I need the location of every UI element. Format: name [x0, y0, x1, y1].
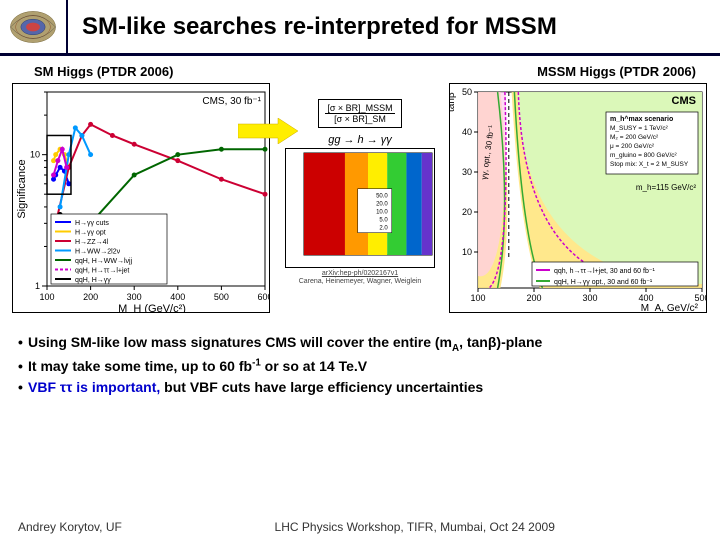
svg-text:qqH, H→γγ: qqH, H→γγ: [75, 277, 111, 284]
title-bar: SM-like searches re-interpreted for MSSM: [0, 0, 720, 56]
subtitle-row: SM Higgs (PTDR 2006) MSSM Higgs (PTDR 20…: [0, 56, 720, 79]
arxiv-caption: arXiv:hep-ph/0202167v1Carena, Heinemeyer…: [299, 270, 422, 285]
significance-plot: 100 200 300 400 500 600 1 10 CMS, 30 fb⁻¹ M_H (Ge…: [12, 83, 270, 313]
svg-text:400: 400: [638, 293, 653, 303]
svg-text:1: 1: [35, 281, 40, 291]
ratio-colormap: 50.0 20.0 10.0 5.0 2.0: [285, 148, 435, 268]
svg-text:m_h^max scenario: m_h^max scenario: [610, 115, 673, 123]
svg-text:40: 40: [462, 127, 472, 137]
svg-text:300: 300: [127, 292, 142, 302]
svg-text:Stop mix: X_t = 2 M_SUSY: Stop mix: X_t = 2 M_SUSY: [610, 161, 689, 168]
svg-text:10: 10: [462, 247, 472, 257]
subtitle-left: SM Higgs (PTDR 2006): [34, 64, 173, 79]
svg-text:100: 100: [470, 293, 485, 303]
svg-text:200: 200: [526, 293, 541, 303]
svg-text:200: 200: [83, 292, 98, 302]
bullet-list: •Using SM-like low mass signatures CMS w…: [0, 318, 720, 398]
svg-text:CMS: CMS: [671, 95, 695, 107]
exclusion-plot: 100 200 300 400 500 10 20 30 40 50 M_A, GeV/c² tanβ…: [449, 83, 707, 313]
ratio-formula: [σ × BR]_MSSM [σ × BR]_SM: [318, 99, 401, 128]
svg-text:m_gluino = 800 GeV/c²: m_gluino = 800 GeV/c²: [610, 152, 677, 159]
svg-text:500: 500: [214, 292, 229, 302]
detector-icon: [7, 5, 59, 49]
svg-text:qqH, H→ττ→l+jet: qqH, H→ττ→l+jet: [75, 268, 129, 275]
svg-text:μ = 200 GeV/c²: μ = 200 GeV/c²: [610, 143, 655, 150]
svg-text:qqH, H→WW→lνjj: qqH, H→WW→lνjj: [75, 258, 133, 265]
footer-author: Andrey Korytov, UF: [18, 520, 244, 534]
svg-text:CMS, 30 fb⁻¹: CMS, 30 fb⁻¹: [202, 96, 261, 107]
subtitle-right: MSSM Higgs (PTDR 2006): [537, 64, 696, 79]
svg-text:50: 50: [462, 87, 472, 97]
svg-text:H→γγ opt: H→γγ opt: [75, 230, 106, 237]
page-title: SM-like searches re-interpreted for MSSM: [68, 13, 557, 41]
svg-text:10: 10: [30, 150, 40, 160]
sm-higgs-chart: 100 200 300 400 500 600 1 10 CMS, 30 fb⁻¹ M_H (Ge…: [12, 83, 271, 318]
svg-text:20.0: 20.0: [376, 202, 388, 208]
svg-text:500: 500: [694, 293, 707, 303]
svg-text:M₂ = 200 GeV/c²: M₂ = 200 GeV/c²: [610, 134, 659, 141]
charts-row: 100 200 300 400 500 600 1 10 CMS, 30 fb⁻¹ M_H (Ge…: [0, 79, 720, 318]
svg-text:M_H (GeV/c²): M_H (GeV/c²): [118, 303, 186, 313]
svg-text:H→γγ cuts: H→γγ cuts: [75, 220, 109, 227]
bullet-3: •VBF ττ is important, but VBF cuts have …: [18, 377, 702, 398]
svg-text:H→WW→2l2ν: H→WW→2l2ν: [75, 249, 121, 256]
svg-text:100: 100: [39, 292, 54, 302]
svg-text:10.0: 10.0: [376, 210, 388, 216]
svg-text:m_h=115 GeV/c²: m_h=115 GeV/c²: [636, 183, 696, 192]
svg-text:2.0: 2.0: [379, 226, 388, 232]
svg-text:50.0: 50.0: [376, 194, 388, 200]
bullet-2: •It may take some time, up to 60 fb-1 or…: [18, 356, 702, 377]
svg-text:qqh, h→ττ→l+jet, 30 and 60 fb⁻: qqh, h→ττ→l+jet, 30 and 60 fb⁻¹: [554, 268, 656, 275]
svg-text:600: 600: [257, 292, 270, 302]
svg-text:tanβ: tanβ: [449, 92, 457, 112]
logo: [0, 0, 68, 55]
mssm-higgs-chart: 100 200 300 400 500 10 20 30 40 50 M_A, GeV/c² tanβ…: [449, 83, 708, 318]
svg-text:20: 20: [462, 207, 472, 217]
svg-text:30: 30: [462, 167, 472, 177]
svg-text:M_SUSY = 1 TeV/c²: M_SUSY = 1 TeV/c²: [610, 125, 669, 132]
footer-venue: LHC Physics Workshop, TIFR, Mumbai, Oct …: [244, 520, 586, 534]
svg-text:300: 300: [582, 293, 597, 303]
ratio-panel: [σ × BR]_MSSM [σ × BR]_SM gg → h → γγ 50…: [275, 83, 445, 285]
svg-text:H→ZZ→4l: H→ZZ→4l: [75, 239, 109, 246]
svg-text:5.0: 5.0: [379, 218, 388, 224]
process-label: gg → h → γγ: [328, 134, 392, 146]
svg-text:Significance: Significance: [16, 159, 28, 218]
svg-text:400: 400: [170, 292, 185, 302]
footer: Andrey Korytov, UF LHC Physics Workshop,…: [0, 520, 720, 534]
bullet-1: •Using SM-like low mass signatures CMS w…: [18, 332, 702, 356]
svg-text:M_A, GeV/c²: M_A, GeV/c²: [641, 303, 699, 313]
arrow-icon: [238, 118, 298, 144]
svg-text:qqH, H→γγ opt., 30 and 60 fb⁻¹: qqH, H→γγ opt., 30 and 60 fb⁻¹: [554, 279, 653, 286]
